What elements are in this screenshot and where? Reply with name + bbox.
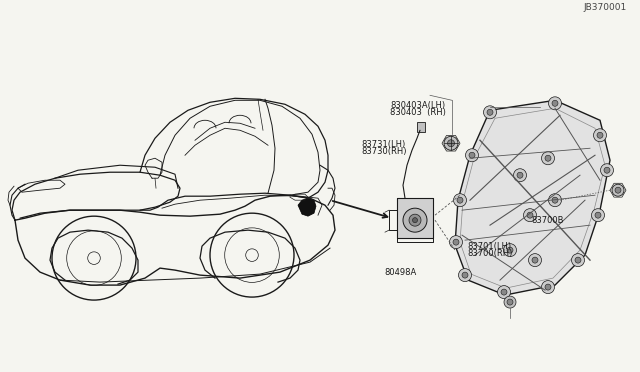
Circle shape bbox=[612, 184, 624, 196]
Text: 83701(LH): 83701(LH) bbox=[467, 242, 511, 251]
Circle shape bbox=[532, 257, 538, 263]
Circle shape bbox=[403, 208, 427, 232]
Circle shape bbox=[529, 254, 541, 267]
Circle shape bbox=[447, 140, 454, 147]
Circle shape bbox=[541, 152, 554, 165]
FancyBboxPatch shape bbox=[397, 198, 433, 238]
Circle shape bbox=[545, 284, 551, 290]
Circle shape bbox=[527, 212, 533, 218]
Circle shape bbox=[454, 194, 467, 207]
Circle shape bbox=[457, 197, 463, 203]
Polygon shape bbox=[298, 198, 316, 216]
Circle shape bbox=[604, 167, 610, 173]
Text: 83700(RH): 83700(RH) bbox=[467, 249, 513, 259]
FancyBboxPatch shape bbox=[417, 122, 425, 132]
Circle shape bbox=[548, 194, 561, 207]
Circle shape bbox=[517, 172, 523, 178]
Circle shape bbox=[504, 244, 516, 257]
Circle shape bbox=[552, 100, 558, 106]
Text: 830403A(LH): 830403A(LH) bbox=[390, 101, 445, 110]
Circle shape bbox=[597, 132, 603, 138]
Circle shape bbox=[483, 106, 497, 119]
Circle shape bbox=[507, 247, 513, 253]
Circle shape bbox=[541, 280, 554, 294]
Text: JB370001: JB370001 bbox=[584, 3, 627, 12]
Circle shape bbox=[413, 218, 417, 223]
Circle shape bbox=[497, 286, 511, 299]
Circle shape bbox=[453, 239, 459, 245]
Circle shape bbox=[504, 296, 516, 308]
Circle shape bbox=[465, 149, 479, 162]
Circle shape bbox=[507, 299, 513, 305]
Text: 83731(LH): 83731(LH) bbox=[362, 140, 406, 149]
Text: 83700B: 83700B bbox=[531, 216, 564, 225]
Circle shape bbox=[575, 257, 581, 263]
Circle shape bbox=[458, 269, 472, 282]
Circle shape bbox=[444, 136, 458, 150]
Circle shape bbox=[591, 209, 605, 222]
Circle shape bbox=[552, 197, 558, 203]
Circle shape bbox=[513, 169, 527, 182]
Circle shape bbox=[501, 289, 507, 295]
Circle shape bbox=[593, 129, 607, 142]
Circle shape bbox=[600, 164, 614, 177]
Circle shape bbox=[462, 272, 468, 278]
Text: 830403  (RH): 830403 (RH) bbox=[390, 108, 446, 117]
Circle shape bbox=[469, 152, 475, 158]
Circle shape bbox=[595, 212, 601, 218]
Circle shape bbox=[572, 254, 584, 267]
Circle shape bbox=[615, 187, 621, 193]
Circle shape bbox=[548, 97, 561, 110]
Circle shape bbox=[449, 235, 463, 248]
Circle shape bbox=[409, 214, 421, 226]
Circle shape bbox=[487, 109, 493, 115]
Polygon shape bbox=[455, 100, 610, 295]
Text: 83730(RH): 83730(RH) bbox=[362, 147, 407, 156]
Text: 80498A: 80498A bbox=[384, 268, 416, 277]
Circle shape bbox=[524, 209, 536, 222]
Circle shape bbox=[545, 155, 551, 161]
